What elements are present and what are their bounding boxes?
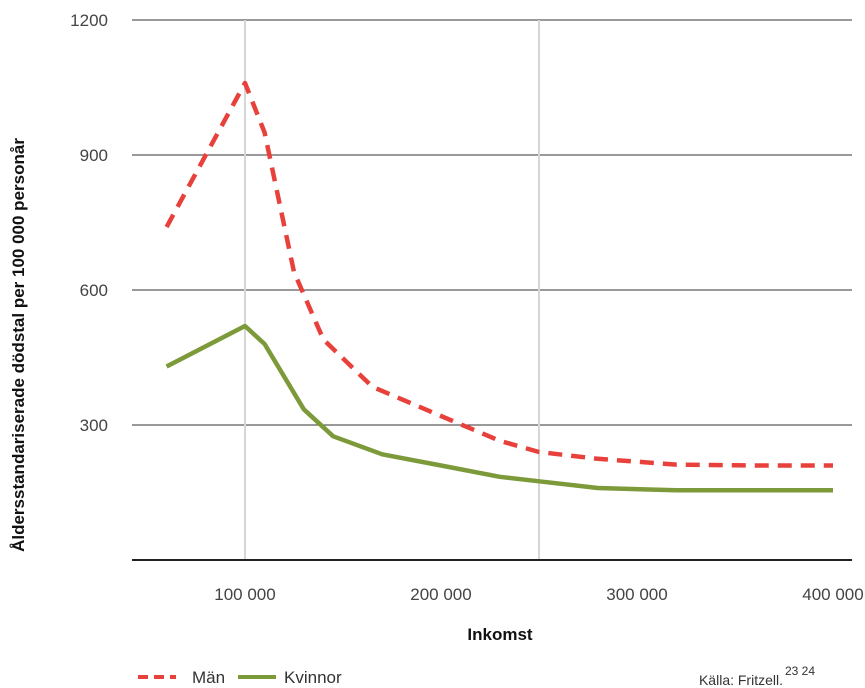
x-axis-title: Inkomst (467, 625, 533, 644)
x-tick-labels: 100 000 200 000 300 000 400 000 (214, 585, 863, 604)
x-tick-label: 200 000 (410, 585, 471, 604)
legend-label-man: Män (192, 668, 225, 687)
series-layer (164, 80, 833, 493)
y-axis-title: Åldersstandariserade dödstal per 100 000… (9, 138, 28, 552)
grid-layer (132, 19, 852, 560)
series-line-man (164, 80, 833, 468)
y-tick-label: 1200 (70, 11, 108, 30)
source-refs: 23 24 (785, 664, 815, 678)
x-tick-label: 100 000 (214, 585, 275, 604)
x-tick-label: 300 000 (606, 585, 667, 604)
series-line-kvinnor (165, 323, 833, 493)
y-tick-label: 600 (80, 281, 108, 300)
svg-text:Källa: Fritzell.: Källa: Fritzell. (699, 672, 783, 688)
source-text: Källa: Fritzell. (699, 672, 783, 688)
x-tick-label: 400 000 (802, 585, 863, 604)
y-tick-labels: 300 600 900 1200 (70, 11, 108, 435)
svg-text:23 24: 23 24 (785, 664, 815, 678)
y-tick-label: 900 (80, 146, 108, 165)
y-tick-label: 300 (80, 416, 108, 435)
legend: Män Kvinnor (138, 668, 342, 687)
source-note: Källa: Fritzell. 23 24 (699, 664, 815, 688)
legend-label-kvinnor: Kvinnor (284, 668, 342, 687)
